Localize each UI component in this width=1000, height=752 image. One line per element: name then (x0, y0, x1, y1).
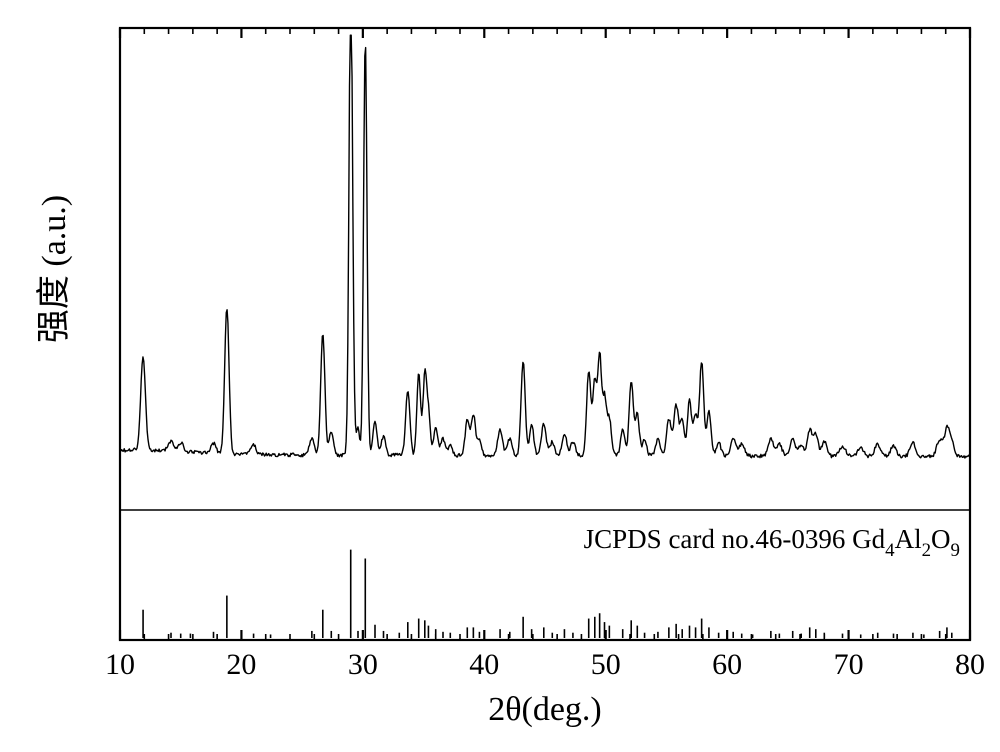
xrd-svg: 10 20 30 40 50 60 70 80 2θ(deg.) 强度 (a.u.) JCPDS c… (0, 0, 1000, 752)
reference-caption: JCPDS card no.46-0396 Gd4Al2O9 (584, 524, 960, 561)
xrd-curve (120, 35, 970, 458)
x-tick-label: 60 (712, 648, 742, 681)
y-axis-label: 强度 (a.u.) (35, 195, 73, 343)
xrd-figure: 10 20 30 40 50 60 70 80 2θ(deg.) 强度 (a.u.) JCPDS c… (0, 0, 1000, 752)
x-tick-label: 70 (834, 648, 864, 681)
x-tick-label: 20 (226, 648, 256, 681)
x-tick-label: 50 (591, 648, 621, 681)
x-tick-label: 10 (105, 648, 135, 681)
x-tick-label: 40 (469, 648, 499, 681)
x-tick-label: 30 (348, 648, 378, 681)
x-tick-label: 80 (955, 648, 985, 681)
x-axis-label: 2θ(deg.) (488, 691, 602, 728)
